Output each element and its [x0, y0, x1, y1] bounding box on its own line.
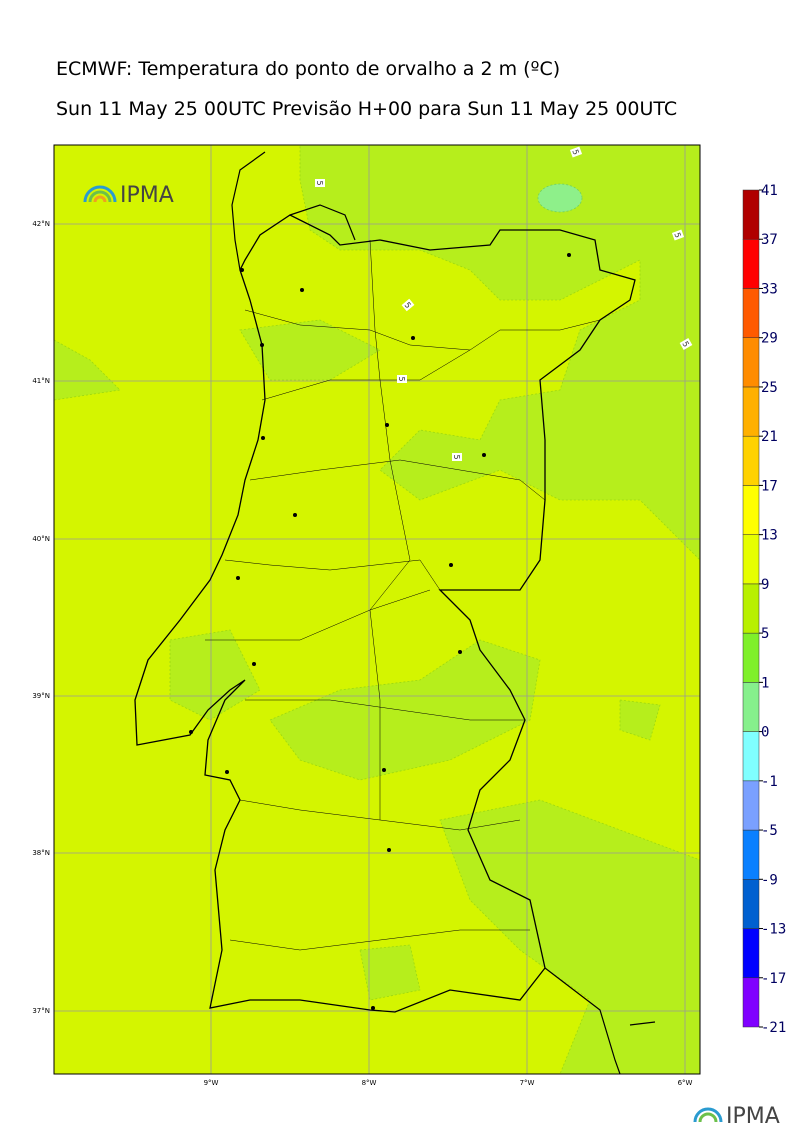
colorbar-label: 21 — [761, 429, 778, 445]
contour-label-bg — [671, 229, 685, 241]
logo: IPMA — [83, 183, 174, 208]
colorbar-label: -21 — [761, 1020, 786, 1036]
contour-label-bg — [452, 453, 462, 461]
contour-label-bg — [401, 298, 415, 312]
district-borders — [205, 239, 601, 951]
colorbar-label: 33 — [761, 281, 778, 297]
colorbar-band — [742, 879, 760, 929]
colorbar-label: 37 — [761, 232, 778, 248]
colorbar-band — [742, 928, 760, 979]
spain-coast — [231, 151, 656, 1074]
lat-label: 42°N — [32, 220, 50, 228]
map-labels: 42°N 41°N 40°N 39°N 38°N 37°N 9°W 8°W 7°W 6°W 5 5 5 5… — [32, 146, 693, 1087]
contour-label: 5 — [452, 454, 461, 459]
lon-label: 8°W — [362, 1079, 377, 1087]
lat-label: 40°N — [32, 535, 50, 543]
colorbar-label: 9 — [761, 577, 769, 593]
contour-label: 5 — [397, 376, 406, 381]
colorbar-label: -17 — [761, 971, 786, 987]
colorbar-label: -13 — [761, 922, 786, 938]
lon-label: 7°W — [520, 1079, 535, 1087]
colorbar-band — [742, 780, 760, 831]
contour-label-bg — [569, 146, 583, 158]
contour-label-bg — [397, 375, 407, 383]
lat-label: 38°N — [32, 849, 50, 857]
field-greener — [54, 145, 700, 1074]
colorbar-band — [742, 682, 760, 732]
colorbar-band — [742, 386, 760, 437]
colorbar: -21 -17 -13 -9 -5 -1 0 1 5 9 13 17 21 25 29 33 37 41 — [742, 183, 786, 1036]
lon-label: 6°W — [678, 1079, 693, 1087]
colorbar-band — [742, 337, 760, 388]
contour-label: 5 — [570, 148, 580, 156]
colorbar-label: 29 — [761, 331, 778, 347]
colorbar-band — [742, 534, 760, 585]
colorbar-label: -1 — [761, 774, 778, 790]
contour-label: 5 — [672, 231, 682, 239]
map-field — [54, 145, 700, 1074]
lat-label: 39°N — [32, 692, 50, 700]
colorbar-label: 13 — [761, 528, 778, 544]
colorbar-label: 0 — [761, 725, 769, 741]
subtitle: Sun 11 May 25 00UTC Previsão H+00 para S… — [56, 98, 677, 120]
contour-label: 5 — [315, 180, 324, 185]
colorbar-band — [742, 238, 760, 289]
cities — [189, 253, 571, 1010]
colorbar-band — [742, 189, 760, 240]
contour-label: 5 — [680, 340, 690, 349]
colorbar-band — [742, 977, 760, 1028]
lat-label: 41°N — [32, 377, 50, 385]
colorbar-label: -5 — [761, 823, 778, 839]
colorbar-band — [742, 435, 760, 486]
logo-text: IPMA — [120, 183, 174, 208]
map-frame — [53, 144, 701, 1075]
colorbar-band — [742, 632, 760, 683]
lon-label: 9°W — [204, 1079, 219, 1087]
colorbar-band — [742, 485, 760, 535]
logo: IPMA — [693, 1104, 780, 1129]
colorbar-label: 17 — [761, 478, 778, 494]
title: ECMWF: Temperatura do ponto de orvalho a… — [56, 58, 560, 80]
field-cooler — [537, 183, 583, 213]
colorbar-band — [742, 731, 760, 782]
colorbar-label: 41 — [761, 183, 778, 199]
colorbar-band — [742, 288, 760, 338]
colorbar-band — [742, 829, 760, 880]
contour-label: 5 — [403, 300, 413, 310]
colorbar-label: -9 — [761, 872, 778, 888]
colorbar-label: 25 — [761, 380, 778, 396]
graticule — [54, 145, 700, 1074]
colorbar-label: 1 — [761, 675, 769, 691]
contour-label-bg — [679, 338, 693, 350]
contour-label-bg — [315, 179, 325, 187]
colorbar-band — [742, 583, 760, 634]
colorbar-label: 5 — [761, 626, 769, 642]
lat-label: 37°N — [32, 1007, 50, 1015]
logo-text: IPMA — [726, 1104, 780, 1129]
